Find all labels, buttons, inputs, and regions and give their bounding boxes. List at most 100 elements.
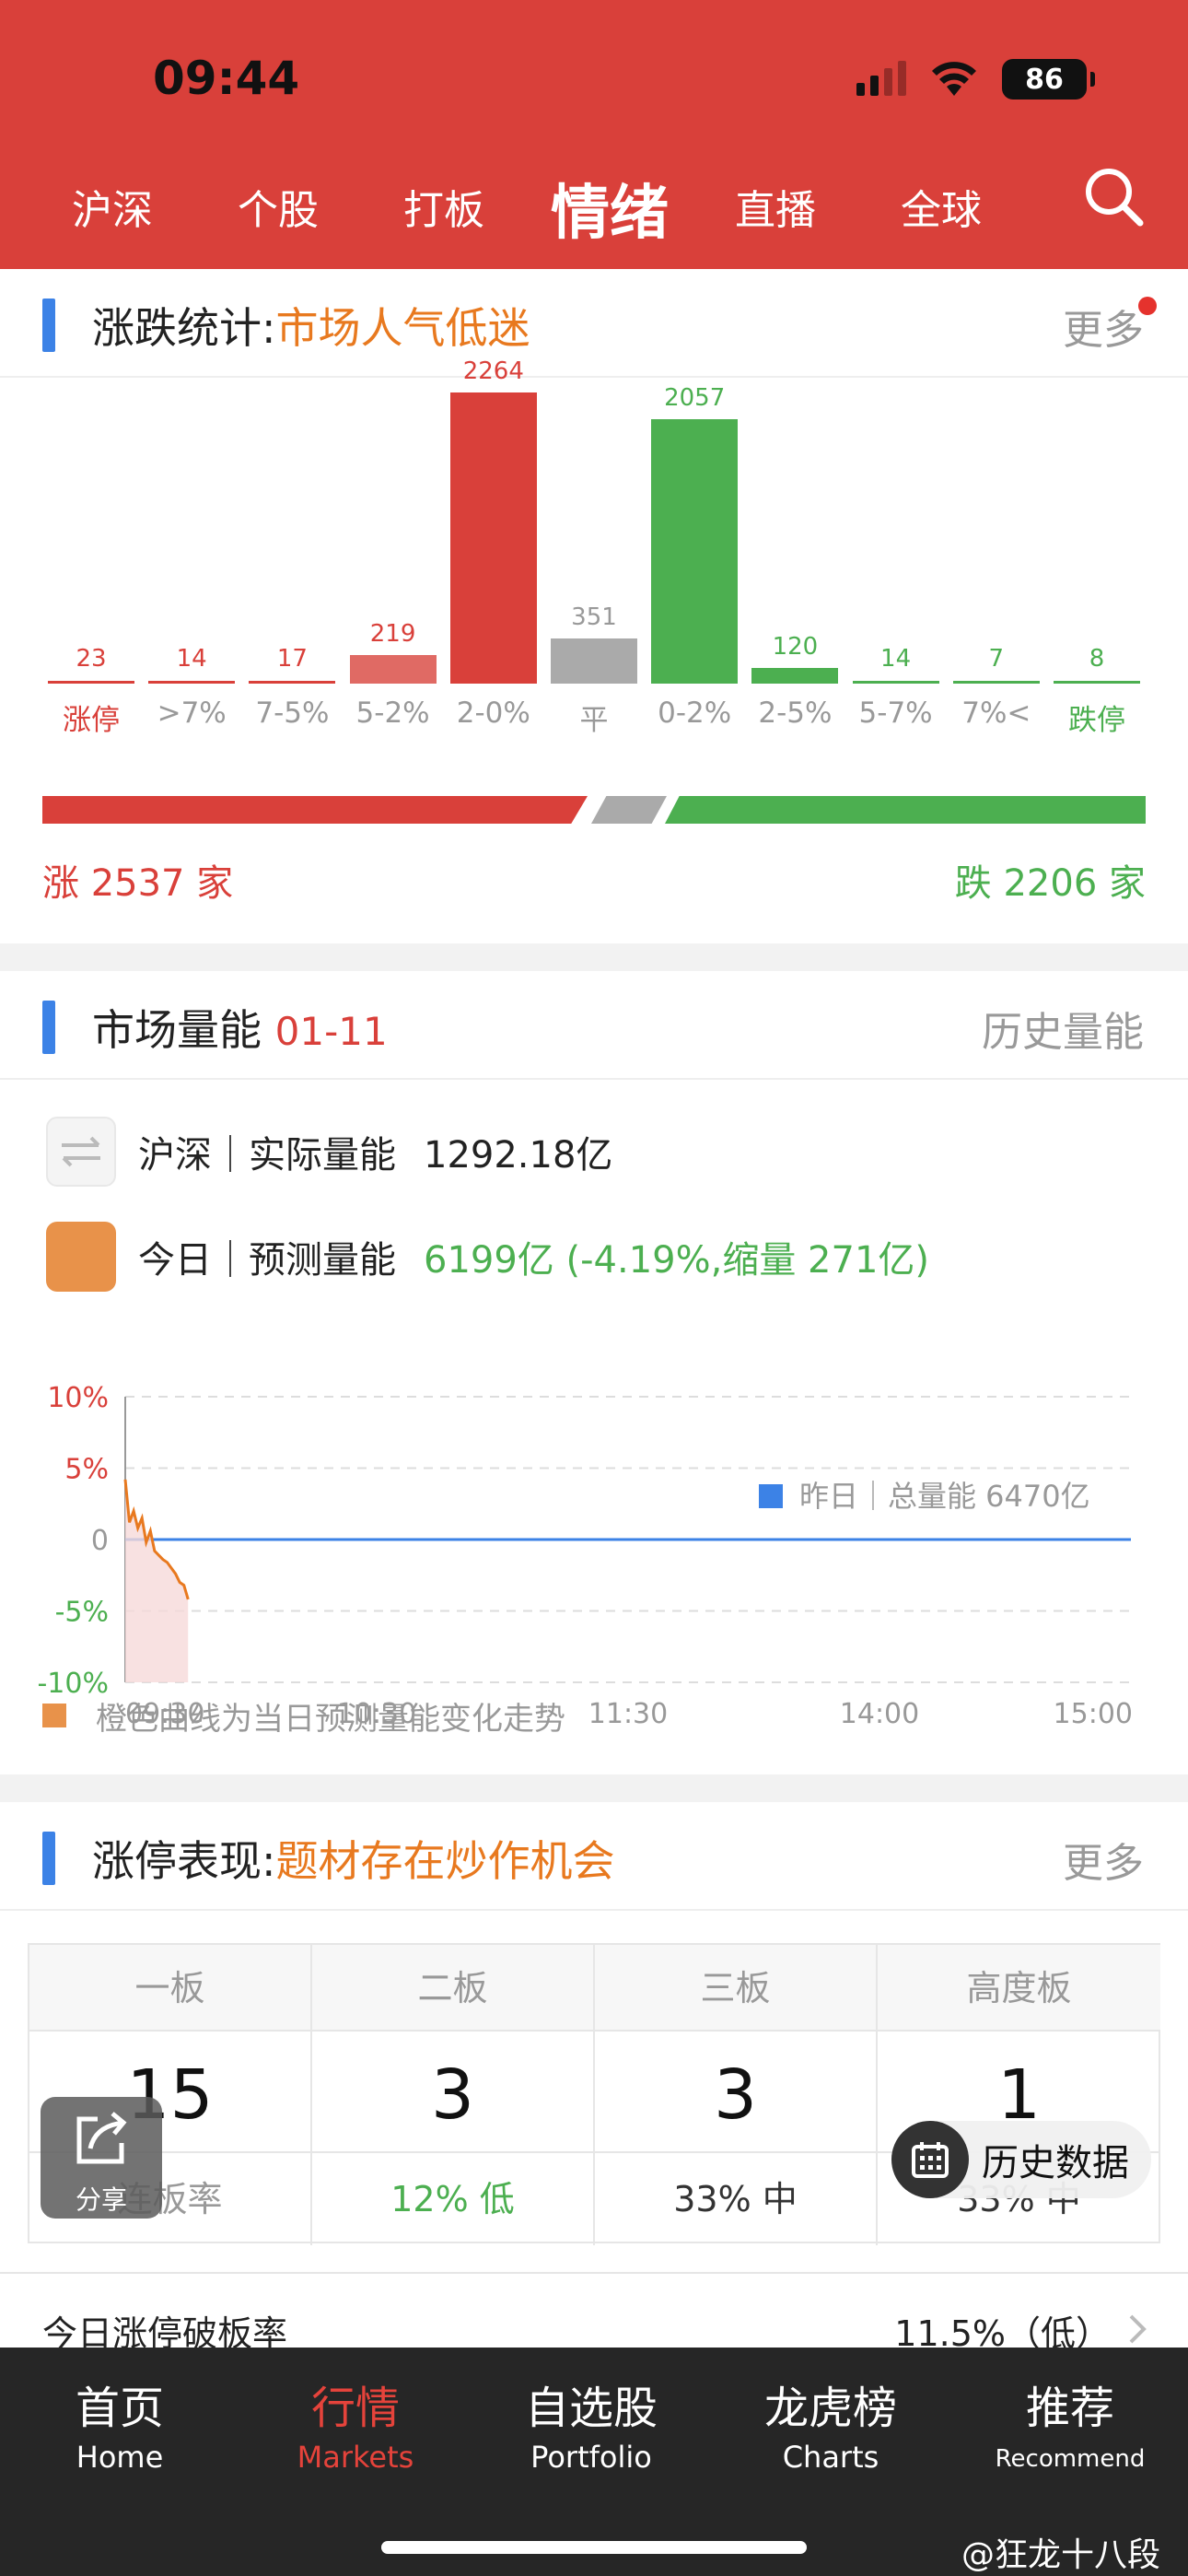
- history-data-button[interactable]: 历史数据: [891, 2121, 1151, 2198]
- distribution-bar: [1054, 681, 1140, 685]
- watermark: @狂龙十八段: [961, 2536, 1160, 2574]
- distribution-value-label: 23: [76, 645, 107, 673]
- col-header: 高度板: [878, 1945, 1160, 2032]
- tab-markets[interactable]: 行情 Markets: [245, 2371, 466, 2475]
- distribution-bar: [249, 681, 336, 685]
- updown-header: 涨跌统计:市场人气低迷 更多: [0, 269, 1188, 378]
- forecast-legend-swatch: [46, 1222, 116, 1292]
- distribution-value-label: 14: [880, 645, 912, 673]
- y-tick-label: -10%: [37, 1668, 109, 1700]
- y-tick-label: 10%: [47, 1382, 109, 1414]
- updown-section: 涨跌统计:市场人气低迷 更多 23 涨停 14 >7% 17 7-5% 219 5-2% 226…: [0, 269, 1188, 943]
- distribution-category-label: 7%<: [961, 697, 1031, 730]
- tab-markets-sublabel: Markets: [297, 2440, 414, 2475]
- share-label: 分享: [75, 2184, 127, 2215]
- wifi-icon: [932, 62, 976, 96]
- distribution-value-label: 8: [1089, 645, 1105, 673]
- distribution-category-label: 7-5%: [255, 697, 330, 730]
- tab-charts-label: 龙虎榜: [763, 2383, 897, 2434]
- distribution-bar: [751, 668, 839, 684]
- distribution-category-label: 涨停: [63, 704, 120, 737]
- distribution-value-label: 219: [369, 620, 416, 649]
- orange-curve-note: 橙色曲线为当日预测量能变化走势: [96, 1701, 565, 1738]
- volume-trend-chart: 10% 5% 0 -5% -10% 09:30 10:30 11:30 14:00 15:00 昨日…: [37, 1382, 1133, 1727]
- calendar-icon: [891, 2121, 969, 2198]
- volume-header: 市场量能 01-11 历史量能: [0, 971, 1188, 1080]
- baseline-legend-swatch: [759, 1484, 783, 1508]
- distribution-bar: [651, 418, 739, 684]
- limitup-title: 涨停表现:题材存在炒作机会: [92, 1828, 615, 1889]
- flat-ratio-bar: [591, 796, 667, 824]
- limitup-mood: 题材存在炒作机会: [275, 1836, 615, 1886]
- tab-live[interactable]: 直播: [735, 187, 816, 234]
- volume-date: 01-11: [274, 1009, 388, 1054]
- tab-portfolio[interactable]: 自选股 Portfolio: [481, 2371, 702, 2475]
- break-rate-value: 11.5%（低）: [894, 2313, 1111, 2354]
- history-data-label: 历史数据: [982, 2142, 1129, 2184]
- limitup-header: 涨停表现:题材存在炒作机会 更多: [0, 1802, 1188, 1911]
- distribution-bar: [148, 681, 236, 685]
- status-time: 09:44: [153, 52, 300, 105]
- col-header: 二板: [312, 1945, 593, 2032]
- distribution-value-label: 120: [772, 633, 819, 662]
- distribution-bar: [449, 392, 537, 684]
- section-marker: [42, 299, 55, 352]
- tab-stocks[interactable]: 个股: [238, 187, 319, 234]
- forecast-volume-label: 今日｜预测量能: [138, 1239, 396, 1282]
- col-rate: 33% 中: [595, 2151, 876, 2243]
- forecast-volume-row: 今日｜预测量能 6199亿 (-4.19%,缩量 271亿): [46, 1222, 929, 1292]
- distribution-value-label: 351: [571, 603, 617, 631]
- share-icon: [76, 2112, 127, 2164]
- volume-section: 市场量能 01-11 历史量能 沪深｜实际量能 1292.18亿 今日｜预测量能…: [0, 971, 1188, 1774]
- x-tick-label: 09:30: [125, 1698, 204, 1727]
- updown-title-text: 涨跌统计:: [92, 303, 276, 353]
- col-header: 三板: [595, 1945, 876, 2032]
- bottom-tab-bar: 首页 Home 行情 Markets 自选股 Portfolio 龙虎榜 Cha…: [0, 2348, 1188, 2576]
- status-icons: 86: [856, 59, 1095, 100]
- orange-curve-swatch: [42, 1704, 66, 1727]
- volume-title: 市场量能 01-11: [92, 997, 388, 1058]
- swap-arrows-icon: [46, 1117, 116, 1187]
- tab-charts[interactable]: 龙虎榜 Charts: [720, 2371, 941, 2475]
- rise-count: 涨 2537 家: [42, 862, 234, 905]
- fall-count: 跌 2206 家: [954, 862, 1146, 905]
- tab-home[interactable]: 首页 Home: [9, 2371, 230, 2475]
- tab-recommend[interactable]: 推荐 Recommend: [960, 2371, 1181, 2473]
- forecast-line: [123, 1479, 190, 1600]
- volume-title-text: 市场量能: [92, 1005, 262, 1055]
- distribution-bar: [551, 638, 637, 684]
- limitup-col-board3[interactable]: 三板 3 33% 中: [595, 1945, 878, 2245]
- y-tick-label: -5%: [55, 1597, 109, 1629]
- tab-hushen[interactable]: 沪深: [72, 187, 153, 234]
- history-volume-link[interactable]: 历史量能: [982, 1009, 1144, 1056]
- search-icon[interactable]: [1081, 164, 1146, 228]
- x-tick-label: 15:00: [1054, 1698, 1133, 1727]
- distribution-category-label: 平: [579, 704, 609, 737]
- share-button[interactable]: 分享: [41, 2097, 162, 2219]
- rise-ratio-bar: [42, 796, 588, 824]
- distribution-value-label: 7: [988, 645, 1005, 673]
- limitup-more-link[interactable]: 更多: [1063, 1840, 1144, 1887]
- limitup-section: 涨停表现:题材存在炒作机会 更多 一板 15 连板率 二板 3 12% 低 三板…: [0, 1802, 1188, 2355]
- home-indicator[interactable]: [381, 2541, 807, 2554]
- tab-charts-sublabel: Charts: [782, 2440, 879, 2475]
- market-mood: 市场人气低迷: [275, 303, 530, 353]
- tab-markets-label: 行情: [310, 2383, 400, 2434]
- tab-home-label: 首页: [75, 2383, 164, 2434]
- notification-dot: [1138, 297, 1157, 315]
- tab-global[interactable]: 全球: [901, 187, 982, 234]
- section-marker: [42, 1001, 55, 1054]
- limitup-col-board2[interactable]: 二板 3 12% 低: [312, 1945, 595, 2245]
- break-rate-row[interactable]: 今日涨停破板率 11.5%（低）: [0, 2272, 1188, 2355]
- col-rate: 12% 低: [312, 2151, 593, 2243]
- col-count: 3: [713, 2055, 758, 2135]
- distribution-bar: [852, 681, 939, 685]
- tab-sentiment[interactable]: 情绪: [551, 180, 669, 248]
- baseline-legend-label: 昨日｜总量能 6470亿: [799, 1479, 1090, 1514]
- distribution-value-label: 2057: [664, 383, 726, 412]
- tab-daban[interactable]: 打板: [403, 187, 484, 234]
- limitup-col-highest[interactable]: 高度板 1 33% 中: [878, 1945, 1160, 2245]
- distribution-value-label: 2264: [462, 357, 524, 385]
- updown-more-link[interactable]: 更多: [1063, 307, 1144, 354]
- limitup-table: 一板 15 连板率 二板 3 12% 低 三板 3 33% 中 高度板 1 33…: [28, 1943, 1160, 2245]
